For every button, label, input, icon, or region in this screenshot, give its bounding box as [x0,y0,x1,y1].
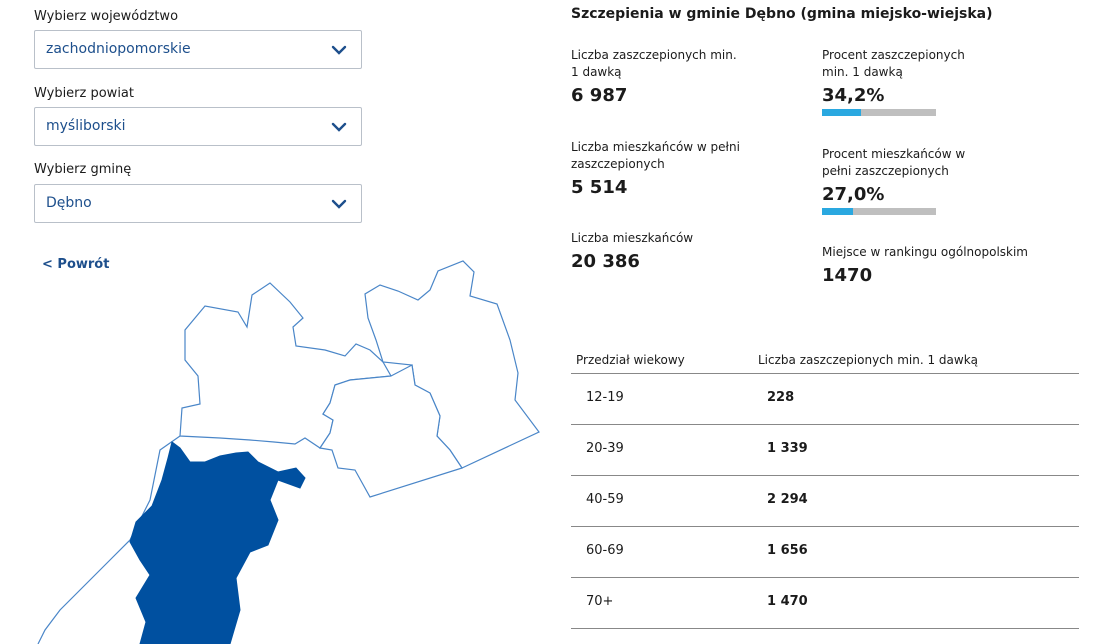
map-commune-selected[interactable] [129,441,306,644]
stat-value: 20 386 [571,251,640,272]
stat-population: Liczba mieszkańców 20 386 [571,230,811,272]
stat-value: 27,0% [822,184,885,205]
stat-label: Liczba mieszkańców w pełni zaszczepionyc… [571,140,740,171]
progress-fill [822,208,853,215]
back-link[interactable]: < Powrót [42,257,110,272]
stat-label: Liczba zaszczepionych min. 1 dawką [571,48,737,79]
table-row: 20-39 1 339 [571,425,1079,476]
filters-panel: Wybierz województwo zachodniopomorskie W… [34,9,540,644]
voivodeship-label: Wybierz województwo [34,9,179,24]
row-age: 40-59 [586,492,624,507]
table-row: 40-59 2 294 [571,476,1079,527]
stat-value: 6 987 [571,85,628,106]
row-count: 1 339 [767,441,808,456]
map-commune-northwest[interactable] [179,282,392,449]
table-row: 60-69 1 656 [571,527,1079,578]
stat-fully-vaccinated-percent: Procent mieszkańców w pełni zaszczepiony… [822,146,1062,215]
chevron-down-icon [331,45,347,55]
county-select[interactable]: myśliborski [34,107,362,146]
age-table: Przedział wiekowy Liczba zaszczepionych … [571,348,1079,629]
chevron-down-icon [331,199,347,209]
county-label: Wybierz powiat [34,86,134,101]
county-map [37,260,540,644]
stat-label: Procent mieszkańców w pełni zaszczepiony… [822,147,966,178]
stat-label: Liczba mieszkańców [571,231,694,245]
row-age: 20-39 [586,441,624,456]
row-count: 228 [767,390,795,405]
progress-fill [822,109,861,116]
row-age: 60-69 [586,543,624,558]
stat-label: Miejsce w rankingu ogólnopolskim [822,245,1028,259]
map-commune-central[interactable] [318,364,463,498]
commune-select[interactable]: Dębno [34,184,362,223]
commune-value: Dębno [46,195,92,211]
table-header-age: Przedział wiekowy [576,353,685,367]
page-title: Szczepienia w gminie Dębno (gmina miejsk… [571,6,993,22]
stat-ranking: Miejsce w rankingu ogólnopolskim 1470 [822,244,1062,286]
county-value: myśliborski [46,118,126,134]
row-count: 1 470 [767,594,808,609]
progress-bar [822,208,936,215]
table-header-count: Liczba zaszczepionych min. 1 dawką [758,353,978,367]
stat-label: Procent zaszczepionych min. 1 dawką [822,48,965,79]
row-count: 1 656 [767,543,808,558]
table-row: 70+ 1 470 [571,578,1079,629]
chevron-down-icon [331,122,347,132]
table-header: Przedział wiekowy Liczba zaszczepionych … [571,348,1079,374]
progress-bar [822,109,936,116]
voivodeship-select[interactable]: zachodniopomorskie [34,30,362,69]
stat-vaccinated: Liczba zaszczepionych min. 1 dawką 6 987 [571,47,811,106]
stat-vaccinated-percent: Procent zaszczepionych min. 1 dawką 34,2… [822,47,1062,116]
stat-value: 5 514 [571,177,628,198]
voivodeship-value: zachodniopomorskie [46,41,191,57]
map-commune-west[interactable] [37,435,181,644]
row-age: 70+ [586,594,614,609]
stat-value: 1470 [822,265,873,286]
stat-fully-vaccinated: Liczba mieszkańców w pełni zaszczepionyc… [571,139,811,198]
table-row: 12-19 228 [571,374,1079,425]
row-count: 2 294 [767,492,808,507]
commune-label: Wybierz gminę [34,162,132,177]
stat-value: 34,2% [822,85,885,106]
stats-panel: Szczepienia w gminie Dębno (gmina miejsk… [571,0,1111,644]
row-age: 12-19 [586,390,624,405]
